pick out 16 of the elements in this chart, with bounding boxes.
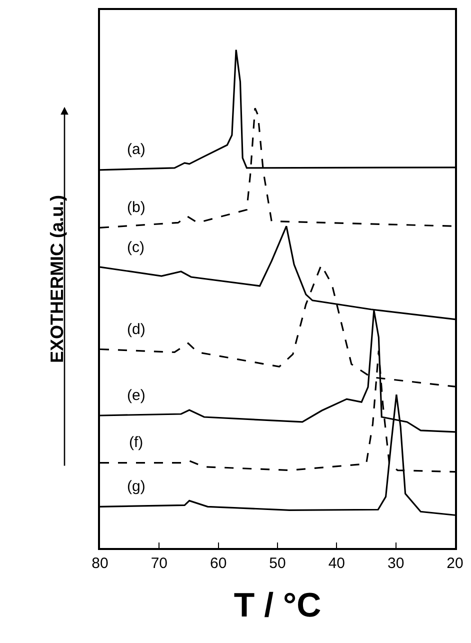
series-label: (c) (127, 239, 144, 256)
x-tick-label: 60 (210, 554, 227, 572)
x-tick-label: 30 (387, 554, 404, 572)
x-tick-label: 50 (269, 554, 286, 572)
y-axis-title: EXOTHERMIC (a.u.) (46, 194, 67, 364)
x-tick-label: 20 (446, 554, 464, 572)
series-label: (b) (127, 199, 146, 216)
series-label: (f) (129, 434, 144, 451)
x-tick-label: 80 (92, 554, 108, 572)
series-label: (g) (127, 478, 146, 495)
series-label: (a) (127, 141, 146, 158)
series-label: (d) (127, 321, 146, 338)
series-label: (e) (127, 387, 146, 404)
x-tick-label: 70 (150, 554, 168, 572)
x-tick-label: 40 (328, 554, 346, 572)
x-axis-title: T / °C (234, 586, 322, 625)
